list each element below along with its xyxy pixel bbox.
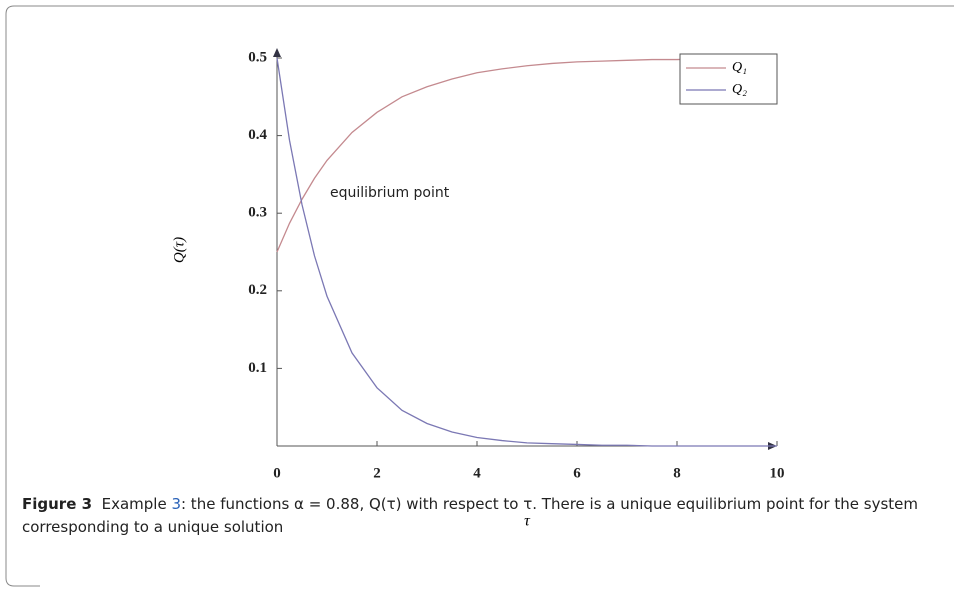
x-tick-label: 8 (673, 465, 681, 481)
legend-box (679, 53, 778, 105)
caption-label: Figure 3 (22, 495, 93, 513)
x-tick-label: 6 (573, 465, 581, 481)
annotation: equilibrium point (330, 185, 450, 201)
legend-label: Q₂ (732, 82, 747, 97)
y-tick-label: 0.3 (248, 205, 267, 221)
x-axis-label: τ (524, 513, 531, 530)
y-axis-label: Q(τ) (171, 237, 187, 263)
caption-ref: 3 (171, 495, 181, 513)
x-tick-label: 4 (473, 465, 481, 481)
y-tick-label: 0.1 (248, 360, 267, 376)
x-tick-label: 10 (770, 465, 785, 481)
line (276, 57, 777, 447)
axis-arrow (273, 48, 281, 57)
y-tick-label: 0.4 (248, 127, 267, 143)
caption: Figure 3 Example 3: the functions α = 0.… (22, 493, 932, 539)
y-tick-label: 0.2 (248, 282, 267, 298)
legend-label: Q₁ (732, 60, 747, 75)
caption-text: : the functions α = 0.88, Q(τ) with resp… (22, 495, 918, 536)
x-tick-label: 2 (373, 465, 381, 481)
caption-text: Example (101, 495, 172, 513)
figure-frame (5, 5, 954, 587)
x-tick-label: 0 (273, 465, 281, 481)
y-tick-label: 0.5 (248, 49, 267, 65)
